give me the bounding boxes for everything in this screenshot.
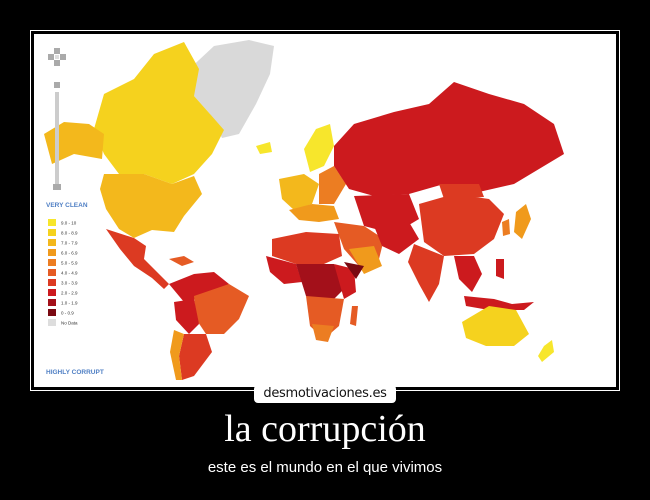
legend-range-label: 6.0 - 6.9	[61, 251, 78, 256]
north-africa	[272, 232, 342, 264]
legend-range-label: 9.0 - 10	[61, 221, 77, 226]
world-map: VERY CLEAN 9.0 - 10 8.0 - 8.9 7.0 - 7.9 6.0…	[34, 34, 616, 387]
southern-cone	[179, 334, 212, 380]
china	[419, 194, 504, 256]
legend-swatch	[48, 219, 56, 226]
legend-bottom-label: HIGHLY CORRUPT	[46, 369, 104, 376]
southern-europe	[289, 204, 339, 222]
new-zealand	[538, 340, 554, 362]
legend-swatch	[48, 229, 56, 236]
mongolia	[439, 184, 484, 199]
site-watermark: desmotivaciones.es	[0, 384, 650, 403]
west-africa	[266, 256, 302, 284]
chile	[170, 330, 184, 380]
philippines	[496, 259, 504, 279]
south-america-north	[169, 272, 229, 302]
western-europe	[279, 174, 319, 210]
australia	[462, 306, 529, 346]
legend-swatch	[48, 249, 56, 256]
world-map-svg: VERY CLEAN 9.0 - 10 8.0 - 8.9 7.0 - 7.9 6.0…	[44, 40, 564, 380]
mexico	[106, 229, 169, 289]
east-africa	[334, 264, 356, 299]
legend-top-label: VERY CLEAN	[46, 202, 88, 209]
legend-range-label: 3.0 - 3.9	[61, 281, 78, 286]
legend-range-label: 1.0 - 1.9	[61, 301, 78, 306]
zoom-control-icon[interactable]	[48, 48, 66, 190]
iceland	[256, 142, 272, 154]
watermark-text: desmotivaciones.es	[254, 385, 396, 403]
legend-swatch	[48, 269, 56, 276]
legend-range-label: 8.0 - 8.9	[61, 231, 78, 236]
legend-range-label: 4.0 - 4.9	[61, 271, 78, 276]
iran	[374, 222, 419, 254]
southeast-asia	[454, 256, 482, 292]
legend-swatch	[48, 289, 56, 296]
horn-of-africa	[344, 262, 364, 279]
legend-range-label: 2.0 - 2.9	[61, 291, 78, 296]
legend-range-label: No Data	[61, 321, 78, 326]
legend-swatch	[48, 259, 56, 266]
japan	[514, 204, 531, 239]
legend-range-label: 0 - 0.9	[61, 311, 74, 316]
korea	[502, 219, 510, 236]
legend-range-label: 5.0 - 5.9	[61, 261, 78, 266]
united-states	[100, 174, 202, 238]
alaska	[44, 122, 104, 164]
brazil	[194, 284, 249, 334]
greenland	[184, 40, 274, 138]
andes	[174, 299, 199, 334]
canada	[94, 42, 224, 184]
legend-swatch	[48, 309, 56, 316]
central-africa	[296, 264, 344, 304]
eastern-europe	[319, 166, 346, 204]
scandinavia	[304, 124, 334, 172]
legend-swatch	[48, 239, 56, 246]
legend-range-label: 7.0 - 7.9	[61, 241, 78, 246]
india	[408, 244, 444, 302]
caribbean	[169, 256, 194, 266]
poster-title: la corrupción	[224, 408, 426, 450]
indonesia	[464, 296, 534, 310]
legend: 9.0 - 10 8.0 - 8.9 7.0 - 7.9 6.0 - 6.9 5.0 -…	[48, 219, 78, 326]
legend-swatch	[48, 319, 56, 326]
poster-subtitle: este es el mundo en el que vivimos	[207, 459, 443, 476]
legend-swatch	[48, 279, 56, 286]
russia	[334, 82, 564, 196]
south-africa	[312, 324, 334, 342]
madagascar	[350, 306, 358, 326]
legend-swatch	[48, 299, 56, 306]
arabian-peninsula	[349, 246, 382, 274]
